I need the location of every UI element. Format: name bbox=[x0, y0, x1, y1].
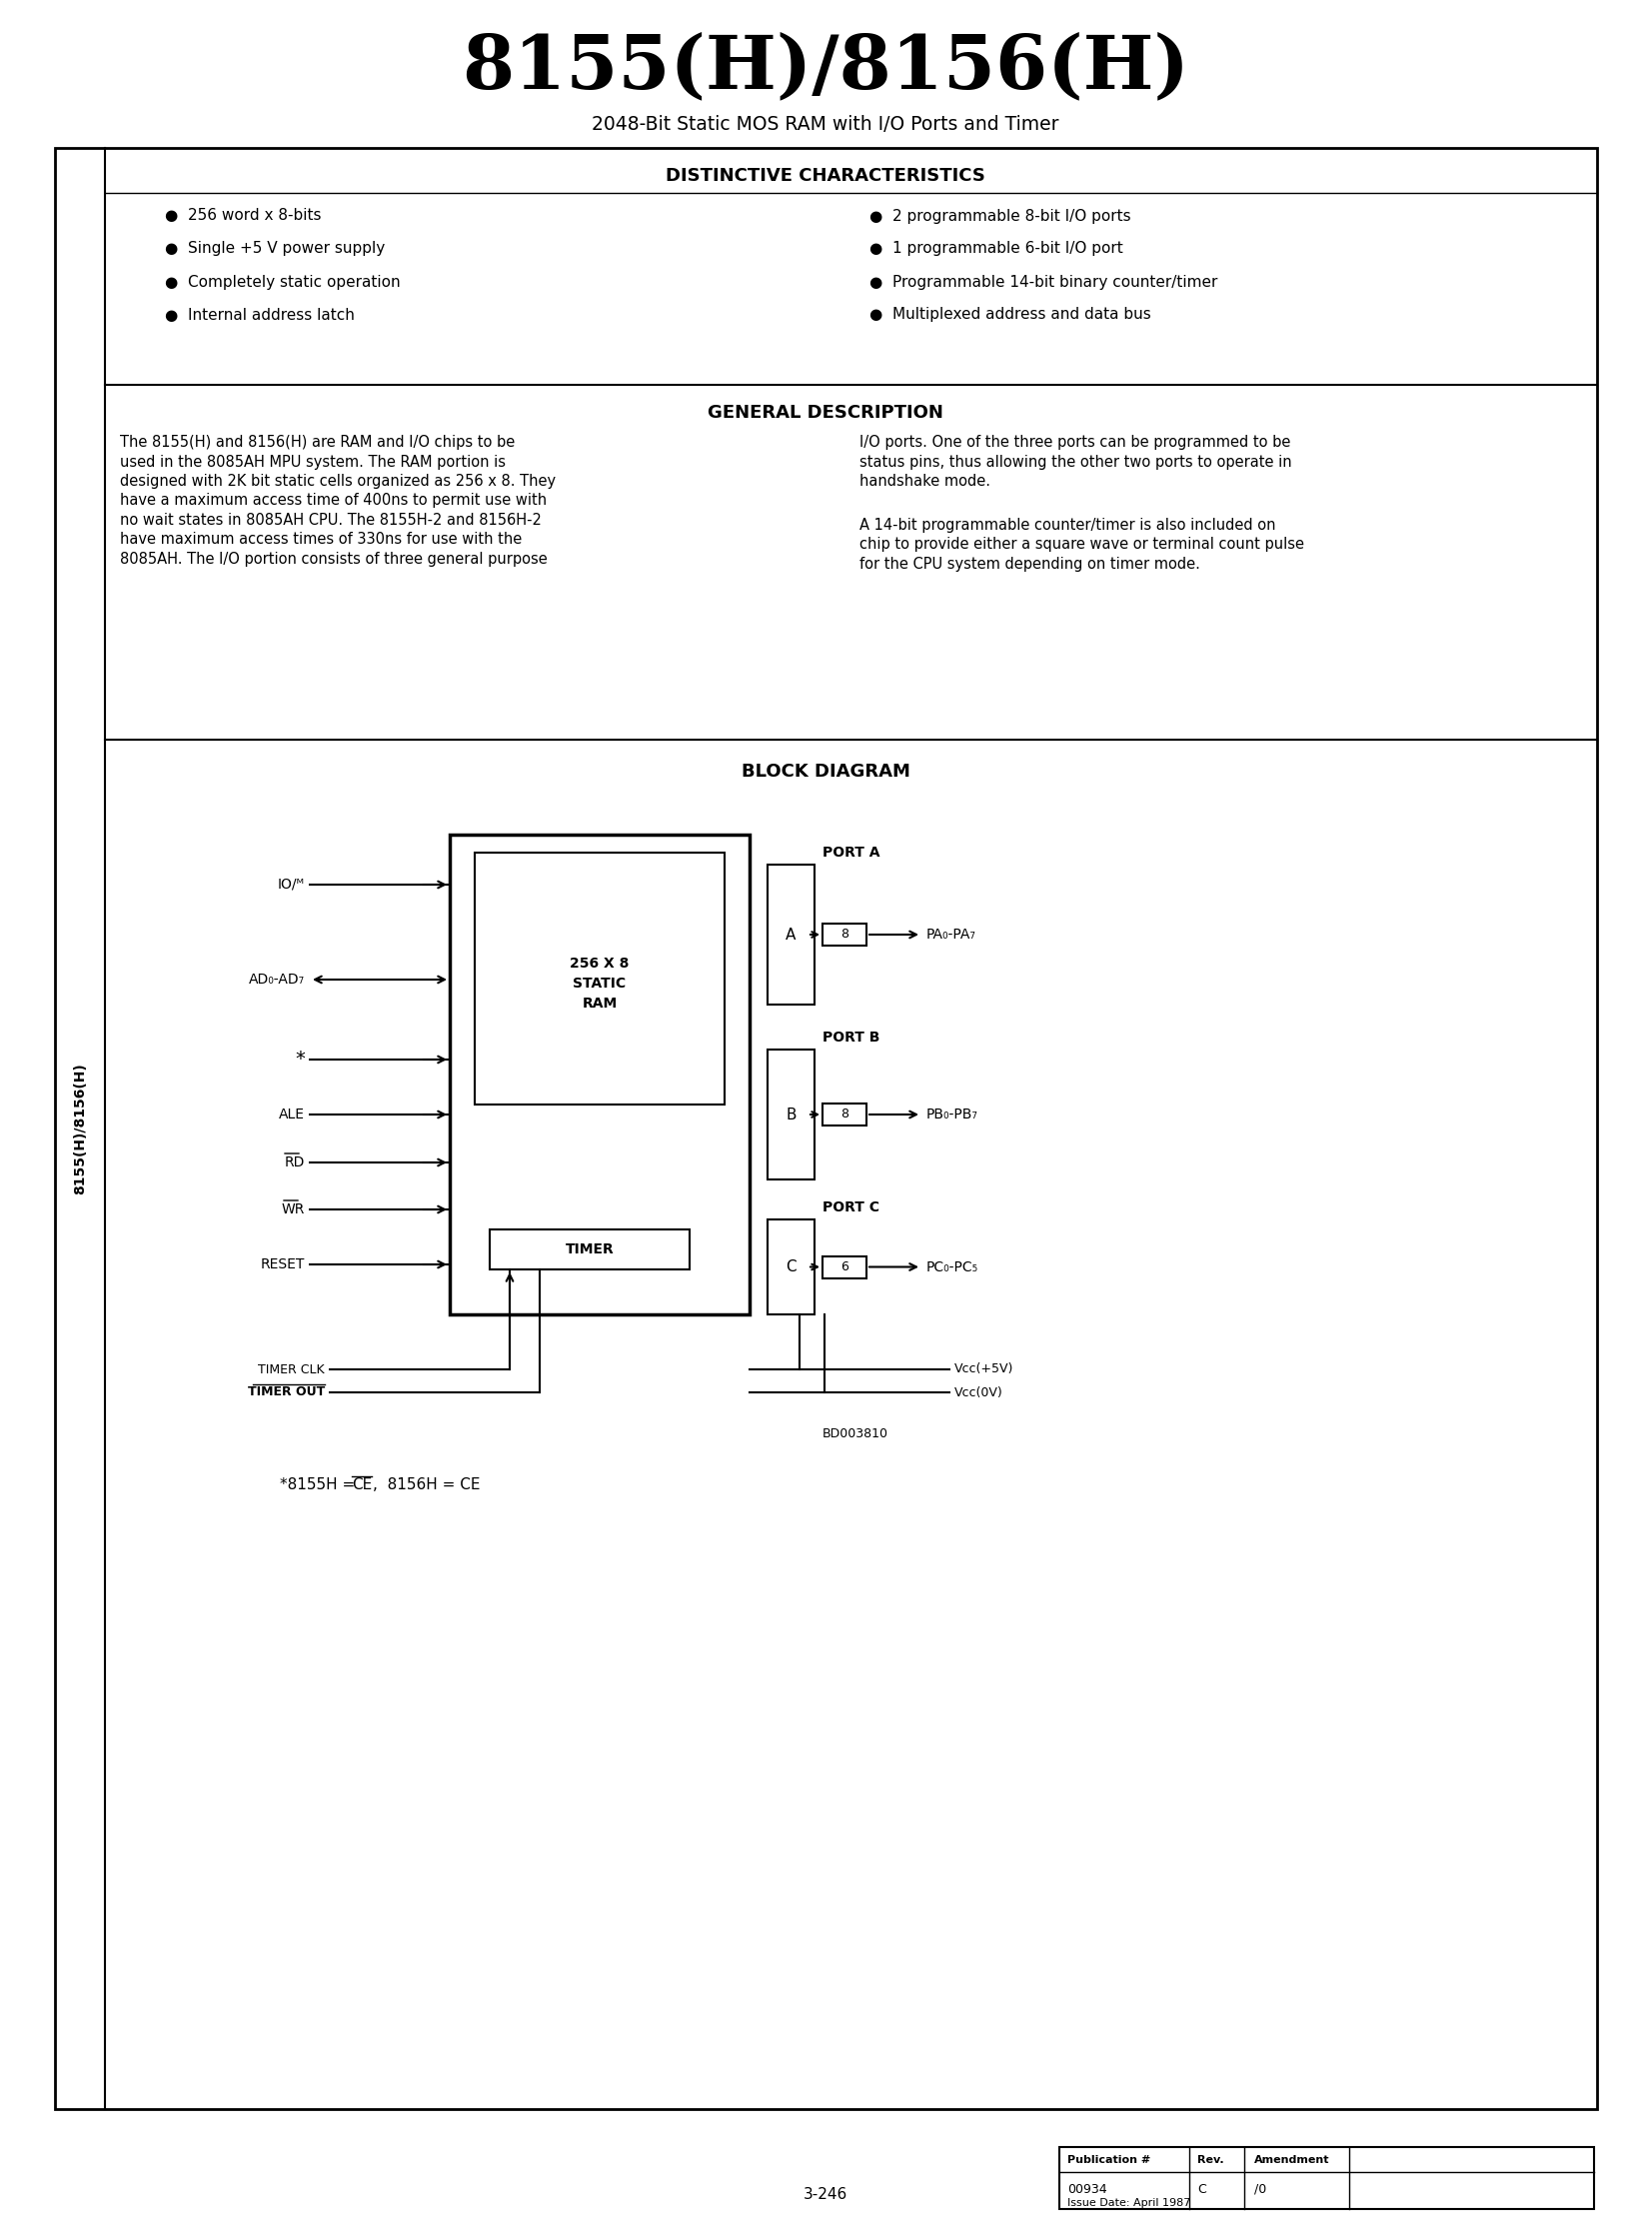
Text: 256 X 8: 256 X 8 bbox=[570, 957, 629, 971]
Text: ●  Multiplexed address and data bus: ● Multiplexed address and data bus bbox=[869, 307, 1151, 323]
Text: C: C bbox=[1198, 2181, 1206, 2195]
Text: 6: 6 bbox=[841, 1260, 849, 1273]
Bar bbox=[1059, 2148, 1594, 2208]
Text: BLOCK DIAGRAM: BLOCK DIAGRAM bbox=[742, 764, 910, 781]
Text: chip to provide either a square wave or terminal count pulse: chip to provide either a square wave or … bbox=[859, 536, 1303, 552]
Text: ●  Single +5 V power supply: ● Single +5 V power supply bbox=[165, 240, 385, 256]
Text: ●  256 word x 8-bits: ● 256 word x 8-bits bbox=[165, 209, 320, 223]
Text: A: A bbox=[786, 926, 796, 942]
Text: 8085AH. The I/O portion consists of three general purpose: 8085AH. The I/O portion consists of thre… bbox=[121, 552, 547, 568]
Bar bbox=[489, 1229, 689, 1269]
Text: have a maximum access time of 400ns to permit use with: have a maximum access time of 400ns to p… bbox=[121, 494, 547, 508]
Text: handshake mode.: handshake mode. bbox=[859, 474, 991, 490]
Text: B: B bbox=[786, 1106, 796, 1122]
Text: ,  8156H = CE: , 8156H = CE bbox=[373, 1476, 481, 1491]
Text: ●  2 programmable 8-bit I/O ports: ● 2 programmable 8-bit I/O ports bbox=[869, 209, 1132, 223]
Text: Vᴄᴄ(+5V): Vᴄᴄ(+5V) bbox=[955, 1362, 1014, 1376]
Text: PORT B: PORT B bbox=[823, 1031, 881, 1044]
Text: 3-246: 3-246 bbox=[803, 2186, 847, 2202]
Text: PORT C: PORT C bbox=[823, 1200, 879, 1215]
Bar bbox=[823, 924, 867, 946]
Bar bbox=[768, 864, 814, 1004]
Text: for the CPU system depending on timer mode.: for the CPU system depending on timer mo… bbox=[859, 556, 1199, 572]
Text: *: * bbox=[296, 1051, 306, 1068]
Bar bbox=[823, 1255, 867, 1278]
Text: AD₀-AD₇: AD₀-AD₇ bbox=[248, 973, 306, 986]
Bar bbox=[449, 835, 750, 1313]
Text: TIMER CLK: TIMER CLK bbox=[258, 1362, 325, 1376]
Bar bbox=[55, 147, 1597, 2108]
Text: have maximum access times of 330ns for use with the: have maximum access times of 330ns for u… bbox=[121, 532, 522, 548]
Bar bbox=[823, 1104, 867, 1126]
Text: TIMER: TIMER bbox=[565, 1242, 615, 1255]
Text: status pins, thus allowing the other two ports to operate in: status pins, thus allowing the other two… bbox=[859, 454, 1292, 470]
Text: IO/ᴹ: IO/ᴹ bbox=[278, 877, 306, 893]
Text: WR: WR bbox=[281, 1202, 306, 1215]
Text: PORT A: PORT A bbox=[823, 846, 881, 859]
Text: The 8155(H) and 8156(H) are RAM and I/O chips to be: The 8155(H) and 8156(H) are RAM and I/O … bbox=[121, 434, 515, 450]
Text: ALE: ALE bbox=[279, 1109, 306, 1122]
Text: Issue Date: April 1987: Issue Date: April 1987 bbox=[1067, 2197, 1191, 2208]
Text: TIMER OUT: TIMER OUT bbox=[248, 1387, 325, 1398]
Text: CE: CE bbox=[352, 1476, 372, 1491]
Text: Rev.: Rev. bbox=[1198, 2155, 1224, 2166]
Text: 8: 8 bbox=[841, 928, 849, 942]
Text: A 14-bit programmable counter/timer is also included on: A 14-bit programmable counter/timer is a… bbox=[859, 519, 1275, 532]
Text: designed with 2K bit static cells organized as 256 x 8. They: designed with 2K bit static cells organi… bbox=[121, 474, 555, 490]
Text: PC₀-PC₅: PC₀-PC₅ bbox=[927, 1260, 978, 1273]
Text: RAM: RAM bbox=[582, 997, 618, 1011]
Text: *8155H =: *8155H = bbox=[279, 1476, 360, 1491]
Text: PB₀-PB₇: PB₀-PB₇ bbox=[927, 1109, 978, 1122]
Text: PA₀-PA₇: PA₀-PA₇ bbox=[927, 928, 976, 942]
Text: 2048-Bit Static MOS RAM with I/O Ports and Timer: 2048-Bit Static MOS RAM with I/O Ports a… bbox=[591, 116, 1059, 134]
Text: /0: /0 bbox=[1254, 2181, 1267, 2195]
Text: STATIC: STATIC bbox=[573, 977, 626, 991]
Text: Publication #: Publication # bbox=[1067, 2155, 1150, 2166]
Text: RESET: RESET bbox=[261, 1258, 306, 1271]
Text: ●  Internal address latch: ● Internal address latch bbox=[165, 307, 355, 323]
Bar bbox=[768, 1220, 814, 1313]
Text: ●  Programmable 14-bit binary counter/timer: ● Programmable 14-bit binary counter/tim… bbox=[869, 274, 1218, 289]
Text: Amendment: Amendment bbox=[1254, 2155, 1330, 2166]
Text: C: C bbox=[786, 1260, 796, 1275]
Text: 8155(H)/8156(H): 8155(H)/8156(H) bbox=[73, 1062, 88, 1195]
Text: ●  Completely static operation: ● Completely static operation bbox=[165, 274, 400, 289]
Text: 8155(H)/8156(H): 8155(H)/8156(H) bbox=[463, 31, 1189, 105]
Text: RD: RD bbox=[284, 1155, 306, 1169]
Bar bbox=[474, 853, 725, 1104]
Text: DISTINCTIVE CHARACTERISTICS: DISTINCTIVE CHARACTERISTICS bbox=[666, 167, 985, 185]
Bar bbox=[768, 1048, 814, 1180]
Text: I/O ports. One of the three ports can be programmed to be: I/O ports. One of the three ports can be… bbox=[859, 434, 1290, 450]
Text: 00934: 00934 bbox=[1067, 2181, 1107, 2195]
Text: no wait states in 8085AH CPU. The 8155H-2 and 8156H-2: no wait states in 8085AH CPU. The 8155H-… bbox=[121, 512, 542, 528]
Text: 8: 8 bbox=[841, 1109, 849, 1122]
Text: BD003810: BD003810 bbox=[823, 1427, 889, 1440]
Text: Vᴄᴄ(0V): Vᴄᴄ(0V) bbox=[955, 1387, 1003, 1398]
Text: used in the 8085AH MPU system. The RAM portion is: used in the 8085AH MPU system. The RAM p… bbox=[121, 454, 506, 470]
Text: GENERAL DESCRIPTION: GENERAL DESCRIPTION bbox=[707, 403, 943, 421]
Text: ●  1 programmable 6-bit I/O port: ● 1 programmable 6-bit I/O port bbox=[869, 240, 1123, 256]
